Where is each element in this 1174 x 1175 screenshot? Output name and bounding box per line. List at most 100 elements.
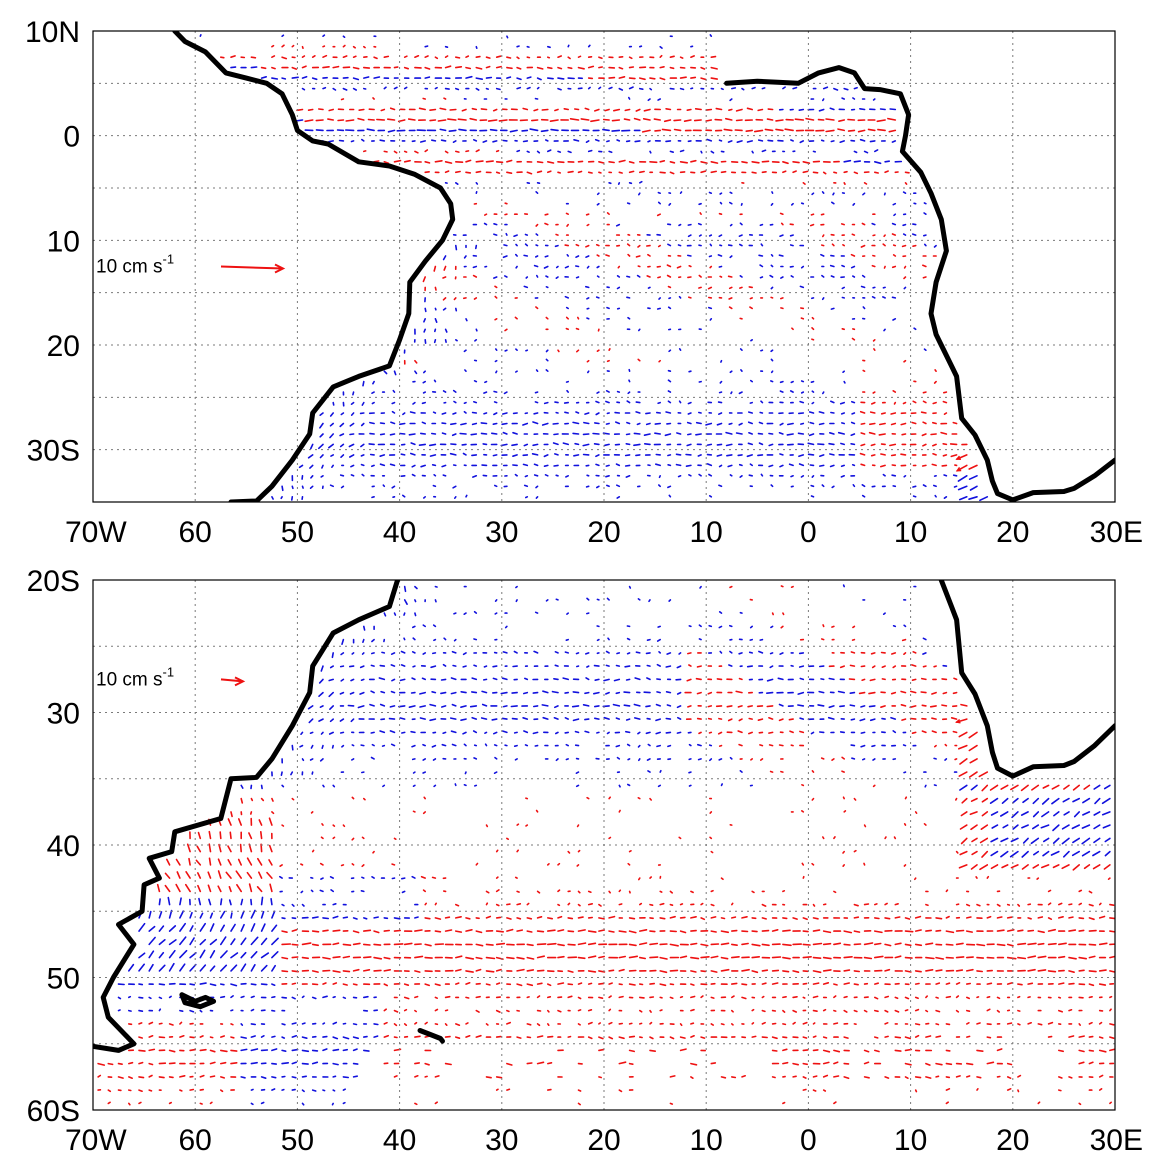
velocity-vector: [138, 1076, 145, 1079]
velocity-vector: [422, 771, 427, 774]
velocity-vector: [645, 412, 651, 415]
velocity-vector: [676, 705, 682, 709]
velocity-vector: [873, 942, 882, 946]
velocity-vector: [389, 433, 396, 436]
velocity-vector: [475, 943, 484, 947]
velocity-vector: [442, 307, 447, 311]
velocity-vector: [779, 380, 784, 384]
velocity-vector: [894, 916, 901, 919]
velocity-vector: [585, 485, 590, 488]
x-tick-label: 20: [587, 1124, 620, 1157]
velocity-vector: [959, 784, 968, 791]
velocity-vector: [790, 275, 794, 278]
velocity-vector: [342, 996, 347, 1000]
velocity-vector: [673, 119, 682, 122]
velocity-vector: [720, 1023, 725, 1026]
velocity-vector: [707, 286, 713, 290]
velocity-vector: [633, 703, 641, 707]
velocity-vector: [990, 864, 999, 870]
velocity-vector: [780, 770, 784, 773]
velocity-vector: [230, 938, 236, 946]
velocity-vector: [311, 930, 320, 933]
velocity-vector: [332, 784, 336, 788]
velocity-vector: [271, 910, 276, 919]
velocity-vector: [1082, 797, 1091, 804]
velocity-vector: [540, 129, 549, 133]
velocity-vector: [240, 797, 244, 804]
velocity-vector: [523, 730, 529, 734]
velocity-vector: [362, 76, 370, 79]
velocity-vector: [328, 140, 335, 143]
velocity-vector: [850, 651, 856, 654]
velocity-vector: [1088, 1049, 1095, 1052]
velocity-vector: [698, 731, 702, 735]
velocity-vector: [626, 652, 631, 655]
velocity-vector: [628, 890, 631, 894]
x-tick-label: 20: [587, 516, 620, 549]
velocity-vector: [945, 1023, 951, 1026]
velocity-vector: [852, 202, 856, 206]
x-tick-label: 10: [690, 516, 723, 549]
velocity-vector: [522, 716, 529, 720]
velocity-vector: [761, 943, 770, 947]
velocity-vector: [414, 916, 419, 919]
velocity-vector: [403, 1023, 408, 1026]
velocity-vector: [858, 691, 866, 695]
velocity-vector: [209, 983, 217, 987]
velocity-vector: [510, 705, 518, 708]
velocity-vector: [800, 474, 805, 478]
velocity-vector: [319, 454, 324, 459]
velocity-vector: [515, 599, 518, 603]
velocity-vector: [502, 730, 508, 734]
velocity-vector: [565, 758, 570, 761]
velocity-vector: [889, 443, 897, 447]
velocity-vector: [526, 902, 530, 906]
velocity-vector: [637, 328, 641, 332]
velocity-vector: [705, 422, 713, 426]
velocity-vector: [913, 877, 917, 881]
velocity-vector: [459, 432, 467, 435]
velocity-vector: [724, 117, 733, 121]
velocity-vector: [1058, 1009, 1063, 1013]
velocity-vector: [530, 119, 539, 122]
velocity-vector: [381, 651, 386, 654]
velocity-vector: [986, 1036, 992, 1039]
velocity-vector: [830, 307, 835, 310]
velocity-vector: [881, 665, 886, 669]
velocity-vector: [117, 996, 122, 1000]
velocity-vector: [820, 638, 825, 641]
velocity-vector: [656, 213, 662, 217]
velocity-vector: [981, 797, 989, 803]
velocity-vector: [1017, 929, 1024, 932]
velocity-vector: [696, 691, 702, 695]
velocity-vector: [862, 306, 866, 310]
velocity-vector: [751, 930, 758, 933]
velocity-vector: [148, 936, 156, 946]
velocity-vector: [921, 433, 927, 437]
velocity-vector: [379, 463, 386, 467]
velocity-vector: [418, 443, 427, 447]
velocity-vector: [342, 44, 346, 48]
velocity-vector: [955, 718, 968, 723]
velocity-vector: [863, 862, 866, 866]
velocity-vector: [931, 421, 937, 425]
velocity-vector: [281, 824, 285, 827]
velocity-vector: [779, 422, 784, 426]
velocity-vector: [495, 916, 502, 919]
velocity-vector: [1081, 837, 1091, 845]
velocity-vector: [552, 442, 559, 446]
velocity-vector: [1068, 916, 1074, 919]
velocity-vector: [634, 677, 641, 681]
velocity-vector: [410, 442, 416, 446]
velocity-vector: [850, 442, 856, 446]
velocity-vector: [827, 716, 835, 720]
velocity-vector: [698, 638, 702, 641]
velocity-vector: [370, 756, 375, 760]
velocity-vector: [360, 443, 365, 448]
velocity-vector: [717, 401, 723, 404]
velocity-vector: [360, 463, 365, 467]
velocity-vector: [627, 253, 631, 257]
velocity-vector: [626, 296, 631, 299]
velocity-vector: [562, 442, 570, 446]
